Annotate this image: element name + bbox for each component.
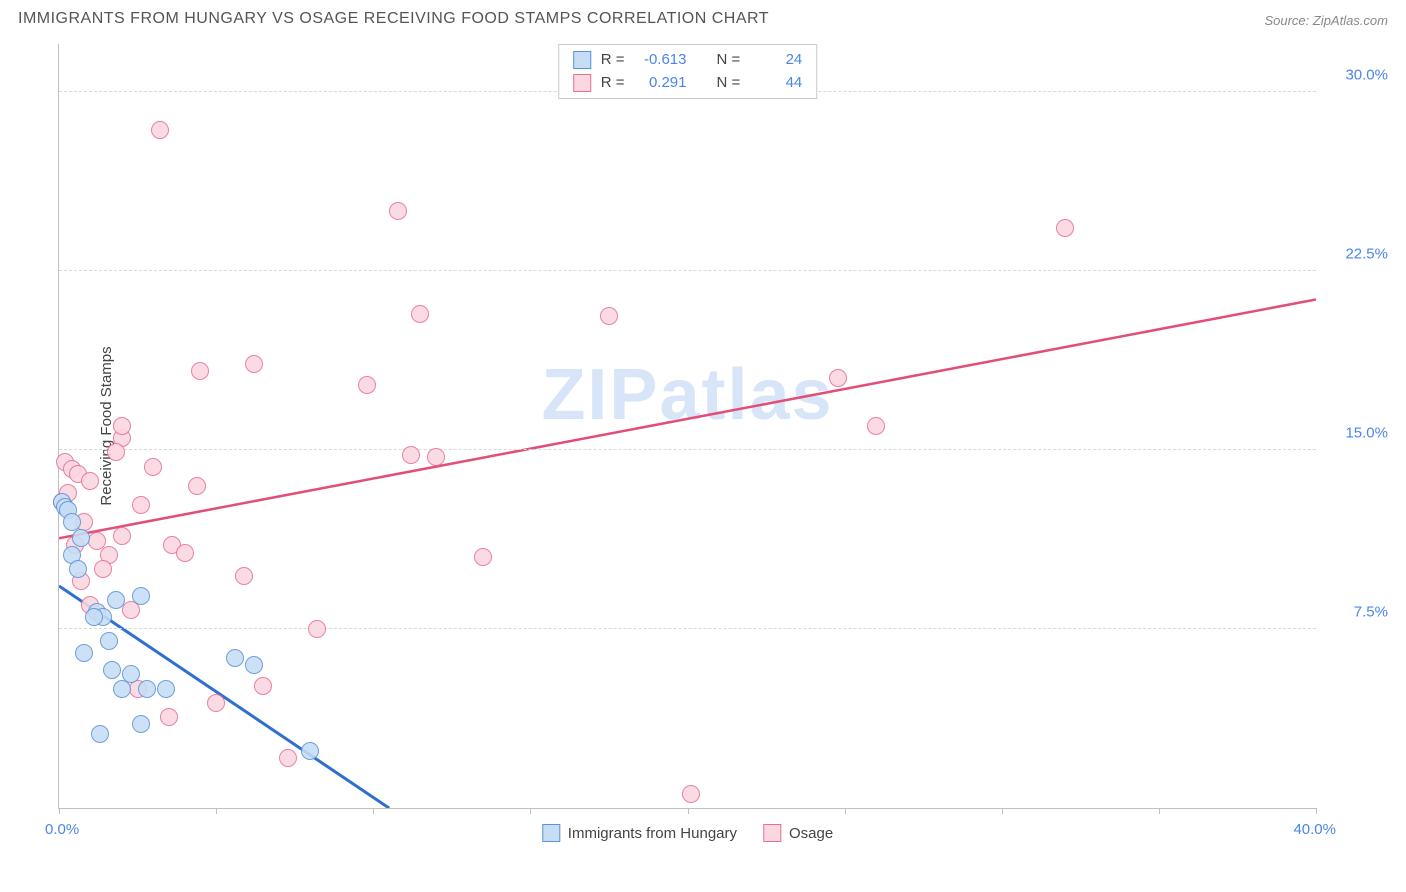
data-point-osage bbox=[254, 677, 272, 695]
n-value-hungary: 24 bbox=[750, 49, 802, 72]
x-tick bbox=[373, 808, 374, 814]
data-point-osage bbox=[867, 417, 885, 435]
swatch-hungary bbox=[573, 51, 591, 69]
data-point-hungary bbox=[100, 632, 118, 650]
x-tick bbox=[1159, 808, 1160, 814]
y-tick-label: 7.5% bbox=[1324, 603, 1388, 620]
x-tick bbox=[1316, 808, 1317, 814]
data-point-hungary bbox=[69, 560, 87, 578]
n-value-osage: 44 bbox=[750, 72, 802, 95]
data-point-osage bbox=[358, 376, 376, 394]
data-point-osage bbox=[81, 472, 99, 490]
data-point-hungary bbox=[157, 680, 175, 698]
x-max-label: 40.0% bbox=[1293, 821, 1336, 838]
data-point-hungary bbox=[138, 680, 156, 698]
r-value-osage: 0.291 bbox=[635, 72, 687, 95]
data-point-hungary bbox=[103, 661, 121, 679]
data-point-osage bbox=[411, 305, 429, 323]
data-point-osage bbox=[107, 443, 125, 461]
regression-lines bbox=[59, 44, 1316, 808]
data-point-osage bbox=[144, 458, 162, 476]
data-point-hungary bbox=[85, 608, 103, 626]
data-point-osage bbox=[207, 694, 225, 712]
gridline bbox=[59, 270, 1316, 271]
data-point-hungary bbox=[132, 715, 150, 733]
data-point-osage bbox=[132, 496, 150, 514]
legend-label-osage: Osage bbox=[789, 825, 833, 842]
data-point-osage bbox=[682, 785, 700, 803]
x-min-label: 0.0% bbox=[45, 821, 79, 838]
chart-title: IMMIGRANTS FROM HUNGARY VS OSAGE RECEIVI… bbox=[18, 10, 769, 28]
data-point-osage bbox=[94, 560, 112, 578]
data-point-osage bbox=[389, 202, 407, 220]
x-tick bbox=[688, 808, 689, 814]
data-point-osage bbox=[151, 121, 169, 139]
watermark: ZIPatlas bbox=[541, 354, 833, 436]
x-tick bbox=[216, 808, 217, 814]
data-point-hungary bbox=[107, 591, 125, 609]
data-point-osage bbox=[600, 307, 618, 325]
data-point-hungary bbox=[75, 644, 93, 662]
data-point-osage bbox=[235, 567, 253, 585]
x-tick bbox=[845, 808, 846, 814]
legend-item-hungary: Immigrants from Hungary bbox=[542, 824, 737, 842]
r-value-hungary: -0.613 bbox=[635, 49, 687, 72]
data-point-osage bbox=[191, 362, 209, 380]
data-point-osage bbox=[176, 544, 194, 562]
legend-row-hungary: R = -0.613 N = 24 bbox=[573, 49, 803, 72]
legend-item-osage: Osage bbox=[763, 824, 833, 842]
data-point-osage bbox=[113, 527, 131, 545]
swatch-osage-icon bbox=[763, 824, 781, 842]
x-tick bbox=[1002, 808, 1003, 814]
data-point-hungary bbox=[301, 742, 319, 760]
data-point-osage bbox=[113, 417, 131, 435]
data-point-hungary bbox=[72, 529, 90, 547]
data-point-osage bbox=[402, 446, 420, 464]
data-point-osage bbox=[474, 548, 492, 566]
correlation-legend: R = -0.613 N = 24 R = 0.291 N = 44 bbox=[558, 44, 818, 99]
data-point-hungary bbox=[132, 587, 150, 605]
source-label: Source: ZipAtlas.com bbox=[1264, 13, 1388, 28]
y-tick-label: 22.5% bbox=[1324, 245, 1388, 262]
swatch-hungary-icon bbox=[542, 824, 560, 842]
data-point-osage bbox=[829, 369, 847, 387]
x-tick bbox=[530, 808, 531, 814]
data-point-osage bbox=[427, 448, 445, 466]
data-point-hungary bbox=[245, 656, 263, 674]
data-point-osage bbox=[188, 477, 206, 495]
swatch-osage bbox=[573, 74, 591, 92]
data-point-osage bbox=[1056, 219, 1074, 237]
gridline bbox=[59, 449, 1316, 450]
data-point-hungary bbox=[226, 649, 244, 667]
legend-row-osage: R = 0.291 N = 44 bbox=[573, 72, 803, 95]
y-tick-label: 15.0% bbox=[1324, 424, 1388, 441]
data-point-hungary bbox=[63, 513, 81, 531]
data-point-osage bbox=[160, 708, 178, 726]
data-point-osage bbox=[245, 355, 263, 373]
gridline bbox=[59, 628, 1316, 629]
data-point-osage bbox=[308, 620, 326, 638]
legend-label-hungary: Immigrants from Hungary bbox=[568, 825, 737, 842]
y-tick-label: 30.0% bbox=[1324, 66, 1388, 83]
data-point-hungary bbox=[113, 680, 131, 698]
chart: Receiving Food Stamps ZIPatlas R = -0.61… bbox=[10, 34, 1396, 864]
plot-area: Receiving Food Stamps ZIPatlas R = -0.61… bbox=[58, 44, 1316, 809]
data-point-osage bbox=[279, 749, 297, 767]
series-legend: Immigrants from Hungary Osage bbox=[542, 824, 833, 842]
source-link[interactable]: ZipAtlas.com bbox=[1313, 13, 1388, 28]
data-point-hungary bbox=[91, 725, 109, 743]
x-tick bbox=[59, 808, 60, 814]
